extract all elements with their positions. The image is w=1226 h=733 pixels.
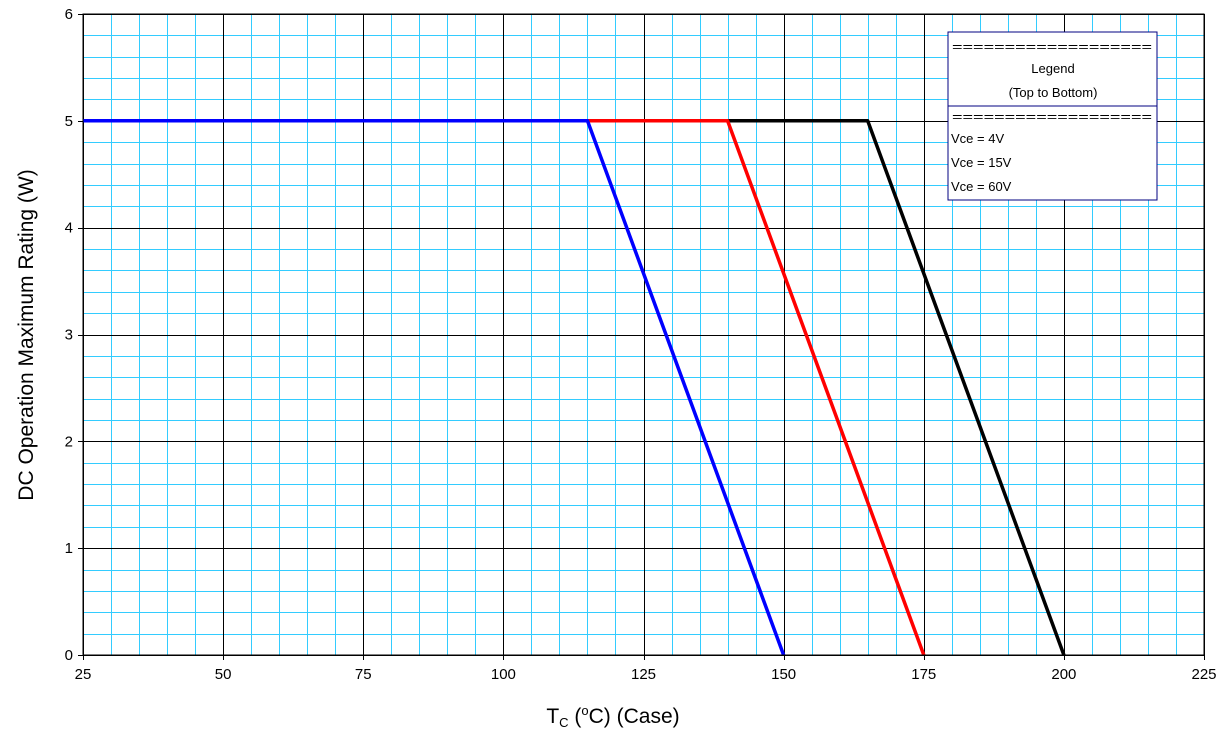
- legend-separator-top: ===================: [952, 39, 1152, 54]
- series-line-vce-4v: [83, 119, 786, 656]
- legend-box: [947, 31, 1158, 201]
- x-tick-label: 225: [1191, 666, 1216, 683]
- x-axis-title-symbol: T: [546, 705, 559, 728]
- plot-area-frame: [82, 13, 1205, 656]
- y-tick-label: 3: [65, 327, 73, 344]
- y-tick-label: 2: [65, 433, 73, 450]
- x-axis-title-subscript: C: [559, 715, 568, 730]
- series-line-vce-60v: [83, 119, 1066, 656]
- legend-separator-bottom: ===================: [952, 109, 1152, 124]
- series-lines: [83, 119, 1066, 656]
- y-tick-label: 1: [65, 540, 73, 557]
- x-axis-title-superscript: o: [581, 703, 588, 718]
- legend-entry-vce-60v: Vce = 60V: [951, 179, 1012, 194]
- legend: =================== Legend (Top to Botto…: [947, 31, 1158, 201]
- x-tick-label: 100: [491, 666, 516, 683]
- x-axis-title-rest: C) (Case): [589, 705, 680, 728]
- x-tick-label: 125: [631, 666, 656, 683]
- x-tick-label: 50: [215, 666, 232, 683]
- x-tick-label: 150: [771, 666, 796, 683]
- y-axis-tick-labels: 0 1 2 3 4 5 6: [65, 6, 73, 664]
- legend-title: Legend: [1031, 61, 1074, 76]
- legend-entry-vce-15v: Vce = 15V: [951, 155, 1012, 170]
- x-tick-label: 200: [1051, 666, 1076, 683]
- x-tick-label: 175: [911, 666, 936, 683]
- y-tick-label: 5: [65, 113, 73, 130]
- y-tick-label: 4: [65, 220, 73, 237]
- y-axis-title: DC Operation Maximum Rating (W): [15, 169, 38, 500]
- x-axis-title: TC (oC) (Case): [546, 703, 679, 730]
- y-tick-label: 0: [65, 647, 73, 664]
- x-tick-label: 75: [355, 666, 372, 683]
- y-tick-label: 6: [65, 6, 73, 23]
- x-axis-title-open: (: [569, 705, 582, 728]
- legend-subtitle: (Top to Bottom): [1009, 85, 1098, 100]
- x-axis-tick-labels: 25 50 75 100 125 150 175 200 225: [75, 666, 1217, 683]
- legend-entry-vce-4v: Vce = 4V: [951, 131, 1004, 146]
- x-tick-label: 25: [75, 666, 92, 683]
